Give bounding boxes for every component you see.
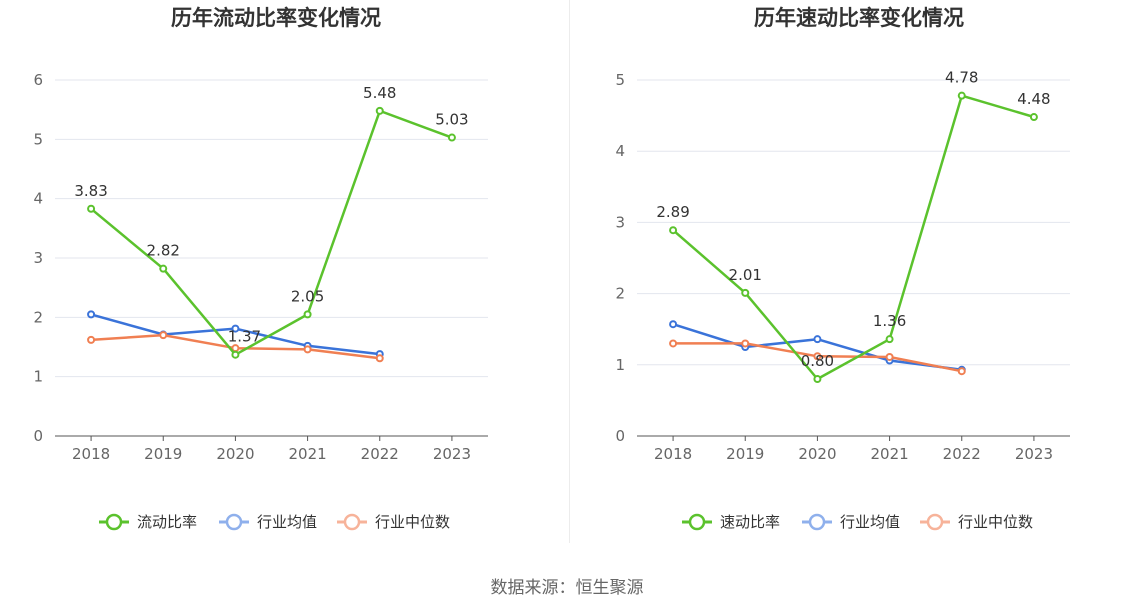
data-label: 4.48 bbox=[1017, 90, 1050, 108]
data-point bbox=[87, 204, 96, 213]
legend-marker bbox=[343, 513, 361, 531]
data-label: 2.89 bbox=[656, 203, 689, 221]
data-point bbox=[741, 288, 750, 297]
data-point bbox=[231, 324, 240, 333]
y-tick-label: 6 bbox=[33, 71, 43, 89]
y-tick-label: 4 bbox=[615, 142, 625, 160]
data-label: 5.48 bbox=[363, 84, 396, 102]
x-tick-label: 2021 bbox=[870, 445, 908, 463]
data-label: 4.78 bbox=[945, 69, 978, 87]
y-tick-label: 2 bbox=[615, 285, 625, 303]
legend-marker bbox=[926, 513, 944, 531]
x-tick-label: 2018 bbox=[654, 445, 692, 463]
series-line-main bbox=[90, 109, 453, 356]
x-tick-label: 2023 bbox=[433, 445, 471, 463]
x-tick-label: 2022 bbox=[361, 445, 399, 463]
data-label: 0.80 bbox=[801, 352, 834, 370]
data-source-note: 数据来源：恒生聚源 bbox=[490, 578, 644, 598]
data-point bbox=[813, 335, 822, 344]
legend-label: 流动比率 bbox=[137, 513, 197, 531]
y-tick-label: 0 bbox=[615, 427, 625, 445]
data-label: 2.82 bbox=[147, 242, 180, 260]
data-label: 3.83 bbox=[74, 182, 107, 200]
data-point bbox=[741, 339, 750, 348]
data-label: 2.01 bbox=[729, 266, 762, 284]
chart-title: 历年速动比率变化情况 bbox=[754, 6, 964, 30]
data-point bbox=[957, 367, 966, 376]
data-point bbox=[813, 375, 822, 384]
x-tick-label: 2018 bbox=[72, 445, 110, 463]
data-label: 2.05 bbox=[291, 287, 324, 305]
y-tick-label: 2 bbox=[33, 308, 43, 326]
data-point bbox=[957, 91, 966, 100]
data-point bbox=[375, 106, 384, 115]
current-ratio-chart: 历年流动比率变化情况 0 1 2 3 4 5 6 2018 2019 2020 2021 2022 202… bbox=[33, 6, 488, 531]
x-tick-label: 2020 bbox=[798, 445, 836, 463]
y-tick-label: 1 bbox=[33, 368, 43, 386]
legend-label: 速动比率 bbox=[720, 513, 780, 531]
data-point bbox=[303, 345, 312, 354]
y-tick-label: 4 bbox=[33, 190, 43, 208]
data-point bbox=[303, 310, 312, 319]
data-label: 1.37 bbox=[228, 328, 261, 346]
chart-title: 历年流动比率变化情况 bbox=[171, 6, 381, 30]
y-tick-label: 3 bbox=[615, 213, 625, 231]
data-point bbox=[87, 310, 96, 319]
data-point bbox=[1029, 113, 1038, 122]
legend-marker bbox=[105, 513, 123, 531]
y-tick-label: 3 bbox=[33, 249, 43, 267]
y-tick-label: 5 bbox=[33, 130, 43, 148]
legend-label: 行业中位数 bbox=[958, 513, 1033, 531]
data-point bbox=[375, 354, 384, 363]
quick-ratio-chart: 历年速动比率变化情况 0 1 2 3 4 5 2018 2019 2020 2021 2022 2023… bbox=[615, 6, 1070, 531]
x-tick-label: 2021 bbox=[288, 445, 326, 463]
data-point bbox=[885, 335, 894, 344]
data-point bbox=[159, 331, 168, 340]
legend-marker bbox=[808, 513, 826, 531]
data-point bbox=[669, 339, 678, 348]
x-tick-label: 2019 bbox=[726, 445, 764, 463]
data-point bbox=[813, 352, 822, 361]
data-point bbox=[159, 264, 168, 273]
data-point bbox=[669, 320, 678, 329]
series-line-main bbox=[672, 94, 1035, 381]
y-tick-label: 5 bbox=[615, 71, 625, 89]
legend-label: 行业中位数 bbox=[375, 513, 450, 531]
data-point bbox=[231, 350, 240, 359]
data-point bbox=[885, 352, 894, 361]
x-tick-label: 2023 bbox=[1015, 445, 1053, 463]
chart-divider bbox=[569, 0, 570, 543]
x-tick-label: 2019 bbox=[144, 445, 182, 463]
legend-marker bbox=[688, 513, 706, 531]
legend-marker bbox=[225, 513, 243, 531]
data-point bbox=[87, 335, 96, 344]
y-tick-label: 0 bbox=[33, 427, 43, 445]
x-tick-label: 2020 bbox=[216, 445, 254, 463]
data-label: 5.03 bbox=[435, 111, 468, 129]
legend-label: 行业均值 bbox=[840, 513, 900, 531]
data-point bbox=[447, 133, 456, 142]
legend-label: 行业均值 bbox=[257, 513, 317, 531]
data-point bbox=[669, 226, 678, 235]
y-tick-label: 1 bbox=[615, 356, 625, 374]
x-tick-label: 2022 bbox=[943, 445, 981, 463]
data-label: 1.36 bbox=[873, 312, 906, 330]
